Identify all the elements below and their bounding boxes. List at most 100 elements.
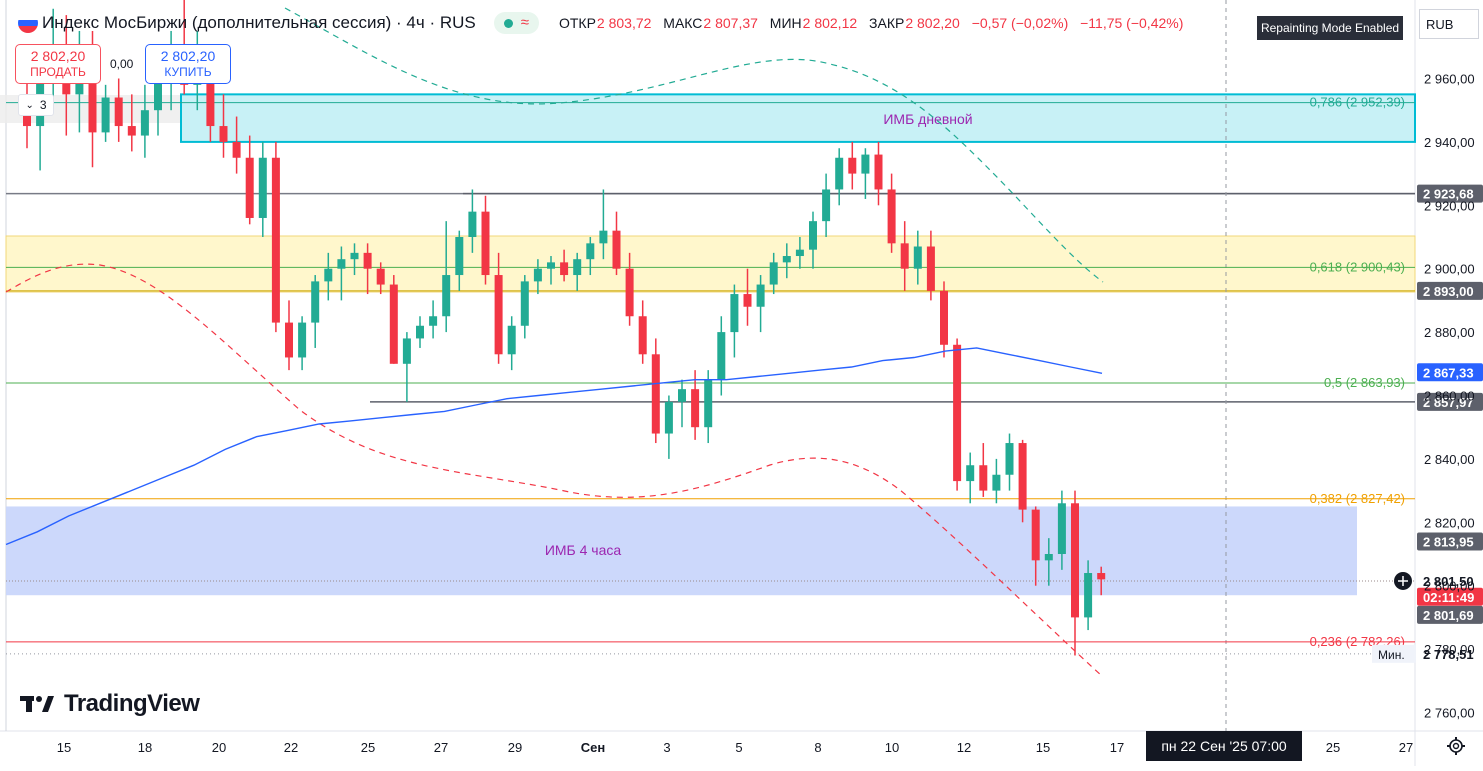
- candle-down[interactable]: [953, 344, 962, 482]
- candle-up[interactable]: [533, 268, 542, 282]
- price-tag[interactable]: 2 778,51: [1423, 647, 1474, 662]
- price-tag[interactable]: 2 923,68: [1423, 187, 1474, 202]
- candle-up[interactable]: [992, 474, 1001, 491]
- candle-down[interactable]: [1031, 509, 1040, 561]
- candle-down[interactable]: [219, 126, 228, 142]
- candle-up[interactable]: [258, 157, 267, 218]
- candle-down[interactable]: [979, 465, 988, 491]
- candle-up[interactable]: [730, 294, 739, 333]
- candle-up[interactable]: [861, 154, 870, 174]
- ohlc-values: ОТКР2 803,72 МАКС2 807,37 МИН2 802,12 ЗА…: [559, 15, 1191, 31]
- candle-down[interactable]: [285, 322, 293, 358]
- candle-up[interactable]: [442, 275, 451, 317]
- candle-down[interactable]: [560, 262, 569, 276]
- candle-up[interactable]: [795, 249, 804, 257]
- candle-up[interactable]: [455, 237, 464, 276]
- sell-button[interactable]: 2 802,20 ПРОДАТЬ: [15, 44, 101, 84]
- candle-up[interactable]: [704, 379, 713, 428]
- candle-down[interactable]: [638, 316, 647, 355]
- candle-down[interactable]: [926, 246, 935, 291]
- price-tag[interactable]: 2 801,69: [1423, 608, 1474, 623]
- buy-button[interactable]: 2 802,20 КУПИТЬ: [145, 44, 231, 84]
- candle-down[interactable]: [1071, 503, 1079, 618]
- candle-up[interactable]: [756, 284, 765, 307]
- candle-up[interactable]: [809, 221, 817, 250]
- candle-up[interactable]: [337, 259, 346, 269]
- candle-up[interactable]: [1005, 443, 1014, 475]
- market-status[interactable]: ≈: [493, 12, 539, 34]
- fib-label: 0,786 (2 952,39): [1310, 95, 1405, 110]
- price-tag[interactable]: 2 857,97: [1423, 395, 1474, 410]
- candle-down[interactable]: [743, 294, 752, 307]
- candle-up[interactable]: [402, 338, 411, 364]
- candle-up[interactable]: [101, 97, 110, 133]
- candle-down[interactable]: [363, 252, 372, 269]
- currency-button[interactable]: RUB: [1419, 9, 1479, 39]
- candle-up[interactable]: [298, 322, 307, 358]
- candle-down[interactable]: [389, 284, 398, 364]
- candle-up[interactable]: [599, 230, 608, 244]
- price-tag-bg: [1417, 605, 1483, 624]
- candle-up[interactable]: [154, 78, 162, 111]
- candle-down[interactable]: [874, 154, 883, 190]
- candle-up[interactable]: [507, 325, 516, 355]
- candle-up[interactable]: [717, 332, 726, 380]
- candle-up[interactable]: [311, 281, 320, 323]
- candle-up[interactable]: [822, 189, 831, 222]
- candle-down[interactable]: [625, 268, 634, 317]
- candle-down[interactable]: [232, 141, 241, 158]
- candle-down[interactable]: [376, 268, 385, 285]
- indicators-toggle[interactable]: ⌄ 3: [18, 94, 54, 116]
- candle-up[interactable]: [913, 246, 922, 269]
- candle-up[interactable]: [835, 157, 844, 190]
- price-tag[interactable]: 02:11:49: [1423, 590, 1474, 605]
- candle-down[interactable]: [245, 157, 254, 218]
- candle-up[interactable]: [520, 281, 529, 326]
- candle-down[interactable]: [271, 157, 280, 323]
- candle-down[interactable]: [940, 290, 948, 345]
- gear-icon[interactable]: [1446, 736, 1466, 756]
- candle-down[interactable]: [88, 72, 97, 133]
- candle-up[interactable]: [769, 262, 778, 285]
- candle-up[interactable]: [782, 256, 791, 263]
- imb-4h-zone[interactable]: [6, 506, 1357, 596]
- candle-up[interactable]: [573, 259, 582, 276]
- tradingview-logo[interactable]: TradingView: [20, 690, 200, 718]
- candle-up[interactable]: [547, 262, 555, 269]
- candle-up[interactable]: [350, 252, 359, 260]
- price-tag[interactable]: 2 893,00: [1423, 284, 1474, 299]
- imb-daily-zone[interactable]: [180, 93, 1416, 143]
- candle-up[interactable]: [140, 110, 149, 136]
- x-tick-label: 22: [284, 740, 298, 755]
- candle-up[interactable]: [429, 316, 438, 326]
- candle-up[interactable]: [324, 268, 333, 282]
- symbol-title[interactable]: Индекс МосБиржи (дополнительная сессия) …: [42, 13, 476, 32]
- candle-down[interactable]: [206, 78, 215, 127]
- candle-down[interactable]: [481, 211, 490, 276]
- candle-up[interactable]: [966, 465, 975, 482]
- candle-down[interactable]: [1018, 443, 1027, 510]
- candle-up[interactable]: [1044, 554, 1053, 561]
- candle-down[interactable]: [691, 389, 700, 428]
- candle-up[interactable]: [678, 389, 686, 402]
- candle-down[interactable]: [887, 189, 896, 244]
- candle-up[interactable]: [1057, 503, 1066, 554]
- candle-down[interactable]: [612, 230, 621, 269]
- candle-up[interactable]: [468, 211, 477, 237]
- candle-up[interactable]: [586, 243, 595, 260]
- candle-down[interactable]: [494, 275, 503, 355]
- candle-down[interactable]: [114, 97, 123, 127]
- price-tag[interactable]: 2 801,50: [1423, 574, 1474, 589]
- candle-down[interactable]: [651, 354, 660, 434]
- candle-down[interactable]: [848, 157, 857, 174]
- candle-down[interactable]: [127, 126, 136, 136]
- candle-down[interactable]: [1097, 573, 1106, 580]
- candle-up[interactable]: [416, 325, 424, 339]
- candle-down[interactable]: [900, 243, 909, 269]
- candle-up[interactable]: [664, 401, 673, 434]
- price-tag[interactable]: 2 813,95: [1423, 534, 1474, 549]
- price-tag[interactable]: 2 867,33: [1423, 365, 1474, 380]
- candle-up[interactable]: [1084, 573, 1093, 618]
